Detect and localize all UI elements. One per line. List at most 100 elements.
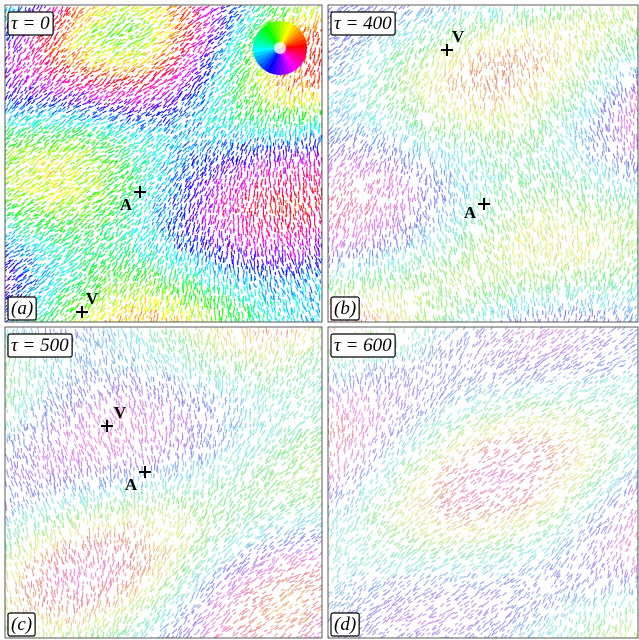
field-strokes — [5, 5, 322, 322]
panel-label: (b) — [334, 298, 356, 319]
field-strokes — [328, 5, 638, 322]
field-strokes — [51, 5, 322, 322]
panel-label-box — [330, 612, 360, 637]
color-wheel-sector — [253, 43, 280, 49]
field-strokes — [9, 328, 322, 631]
marker-label: A — [120, 195, 133, 214]
panel-label: (c) — [11, 614, 32, 635]
color-wheel-sector — [280, 22, 294, 48]
field-strokes — [328, 328, 638, 638]
marker-cross — [139, 466, 151, 478]
marker-label: V — [452, 27, 465, 46]
field-strokes — [5, 5, 322, 322]
field-strokes — [328, 395, 638, 562]
time-label: τ = 400 — [334, 13, 392, 34]
field-strokes — [5, 327, 320, 638]
field-strokes — [5, 5, 322, 322]
color-wheel-sector — [270, 21, 280, 48]
panel: τ = 400 (b) V A — [327, 4, 639, 323]
field-strokes — [5, 7, 322, 322]
field-strokes — [38, 5, 322, 233]
field-strokes — [15, 5, 322, 247]
color-wheel-sector — [275, 48, 281, 75]
marker-cross — [101, 420, 113, 432]
field — [328, 5, 638, 322]
panel-border — [327, 326, 639, 639]
field-strokes — [335, 5, 638, 322]
color-wheel-sector — [253, 38, 280, 48]
panel-label-box — [330, 296, 360, 321]
time-label-box — [7, 333, 73, 358]
color-wheel-sector — [266, 22, 280, 48]
field-strokes — [5, 5, 322, 322]
field-strokes — [335, 5, 638, 322]
field — [328, 327, 638, 638]
field-strokes — [328, 5, 638, 322]
field-strokes — [41, 395, 322, 638]
color-wheel-center — [274, 42, 286, 54]
field-strokes — [30, 539, 322, 638]
field-strokes — [328, 328, 638, 638]
field-strokes — [328, 329, 638, 638]
field-strokes — [5, 5, 322, 304]
field-strokes — [328, 327, 638, 638]
marker-label: A — [464, 203, 477, 222]
field-strokes — [328, 429, 576, 524]
panel-label-box — [7, 612, 36, 637]
color-wheel-sector — [279, 21, 285, 48]
panel-border — [4, 326, 323, 639]
field-strokes — [6, 329, 322, 638]
field-strokes — [328, 327, 638, 638]
color-wheel-sector — [256, 48, 280, 66]
field-strokes — [31, 5, 322, 238]
panel: τ = 500 (c) V A — [4, 326, 323, 639]
color-wheel-sector — [254, 34, 280, 48]
color-wheel-sector — [280, 34, 306, 48]
marker-label: A — [125, 475, 138, 494]
field-strokes — [328, 327, 638, 638]
color-wheel-sector — [280, 30, 304, 48]
field-strokes — [328, 182, 378, 229]
color-wheel-sector — [280, 48, 304, 66]
field-strokes — [328, 327, 638, 638]
field-strokes — [332, 5, 638, 322]
color-wheel-sector — [253, 48, 280, 58]
color-wheel-sector — [280, 48, 298, 72]
panel-label: (d) — [334, 614, 356, 635]
field-strokes — [328, 327, 638, 638]
color-wheel-sector — [280, 48, 290, 75]
field-strokes — [329, 327, 577, 531]
marker-cross — [134, 186, 146, 198]
field-strokes — [328, 327, 638, 636]
marker-cross — [478, 198, 490, 210]
marker-label: V — [86, 289, 99, 308]
color-wheel-sector — [256, 30, 280, 48]
field-strokes — [328, 328, 638, 569]
time-label: τ = 0 — [11, 13, 50, 34]
panel-background — [328, 327, 638, 638]
field-strokes — [328, 327, 635, 638]
field-strokes — [328, 38, 558, 322]
field-strokes — [5, 7, 322, 264]
field-strokes — [5, 327, 320, 638]
field — [5, 327, 322, 638]
color-wheel-sector — [254, 48, 280, 62]
color-wheel-sector — [280, 21, 290, 48]
field-strokes — [328, 403, 638, 552]
color-wheel-sector — [280, 48, 306, 62]
field-strokes — [328, 327, 638, 638]
color-wheel-sector — [280, 48, 294, 74]
field — [5, 5, 322, 322]
color-wheel-sector — [280, 24, 298, 48]
field-strokes — [330, 6, 638, 322]
time-label-box — [330, 333, 396, 358]
color-wheel-sector — [259, 27, 280, 48]
field-strokes — [5, 6, 321, 322]
field-strokes — [5, 5, 322, 312]
color-wheel-sector — [280, 38, 307, 48]
field-strokes — [5, 372, 322, 638]
field-strokes — [343, 327, 628, 638]
color-wheel-sector — [280, 48, 307, 58]
field-strokes — [5, 329, 322, 638]
